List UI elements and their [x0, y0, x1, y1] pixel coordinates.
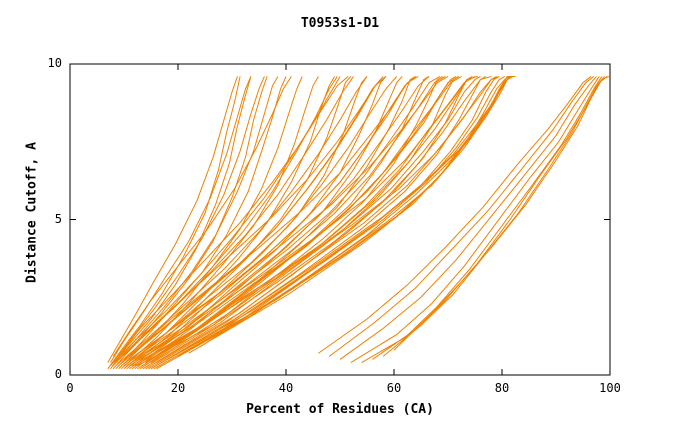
data-line — [126, 76, 430, 367]
data-line — [115, 76, 279, 363]
y-tick-label: 5 — [54, 211, 62, 226]
data-line — [150, 76, 481, 363]
data-line — [112, 76, 292, 357]
data-line — [110, 76, 252, 363]
data-line — [112, 76, 265, 363]
data-line — [110, 76, 252, 370]
data-line — [115, 76, 287, 370]
data-line — [161, 76, 505, 363]
data-line — [142, 76, 443, 370]
x-tick-label: 20 — [170, 381, 186, 395]
data-line — [137, 76, 449, 357]
y-tick-label: 10 — [47, 56, 62, 70]
data-line — [107, 76, 241, 370]
data-line — [150, 76, 487, 370]
data-line — [107, 76, 238, 363]
data-line — [129, 76, 419, 357]
x-tick-label: 40 — [278, 381, 294, 395]
data-line — [156, 75, 500, 357]
data-line — [137, 76, 416, 370]
data-line — [121, 76, 398, 367]
data-line — [361, 76, 603, 363]
data-line — [372, 76, 605, 360]
x-tick-label: 80 — [494, 381, 510, 395]
data-line — [153, 76, 500, 370]
data-line — [110, 76, 341, 367]
chart-title: T0953s1-D1 — [300, 16, 380, 31]
x-tick-label: 60 — [386, 381, 402, 395]
data-line — [382, 76, 608, 357]
data-line — [318, 76, 592, 354]
data-line — [177, 75, 511, 357]
data-line — [129, 76, 416, 360]
y-axis-label: Distance Cutoff, A — [24, 142, 40, 283]
data-line — [156, 76, 497, 363]
data-line — [134, 76, 476, 367]
data-lines-group — [107, 75, 610, 370]
data-line — [145, 75, 478, 357]
x-axis-label: Percent of Residues (CA) — [246, 402, 434, 417]
data-line — [339, 76, 597, 360]
data-line — [139, 76, 462, 360]
y-tick-label: 0 — [54, 367, 62, 381]
x-tick-label: 0 — [66, 381, 74, 395]
data-line — [220, 75, 516, 329]
data-line — [118, 76, 338, 360]
x-tick-label: 100 — [599, 381, 621, 395]
data-line — [118, 76, 349, 357]
data-line — [145, 75, 478, 360]
data-line — [199, 75, 511, 348]
data-line — [134, 76, 441, 360]
data-line — [328, 76, 595, 357]
data-line — [123, 76, 387, 360]
data-line — [129, 76, 368, 370]
data-line — [115, 76, 368, 367]
data-line — [123, 76, 387, 357]
data-line — [393, 75, 610, 351]
axis-ticks-group — [69, 63, 611, 376]
data-line — [129, 76, 446, 367]
data-line — [137, 75, 492, 367]
data-line — [210, 75, 513, 339]
data-line — [350, 76, 600, 363]
